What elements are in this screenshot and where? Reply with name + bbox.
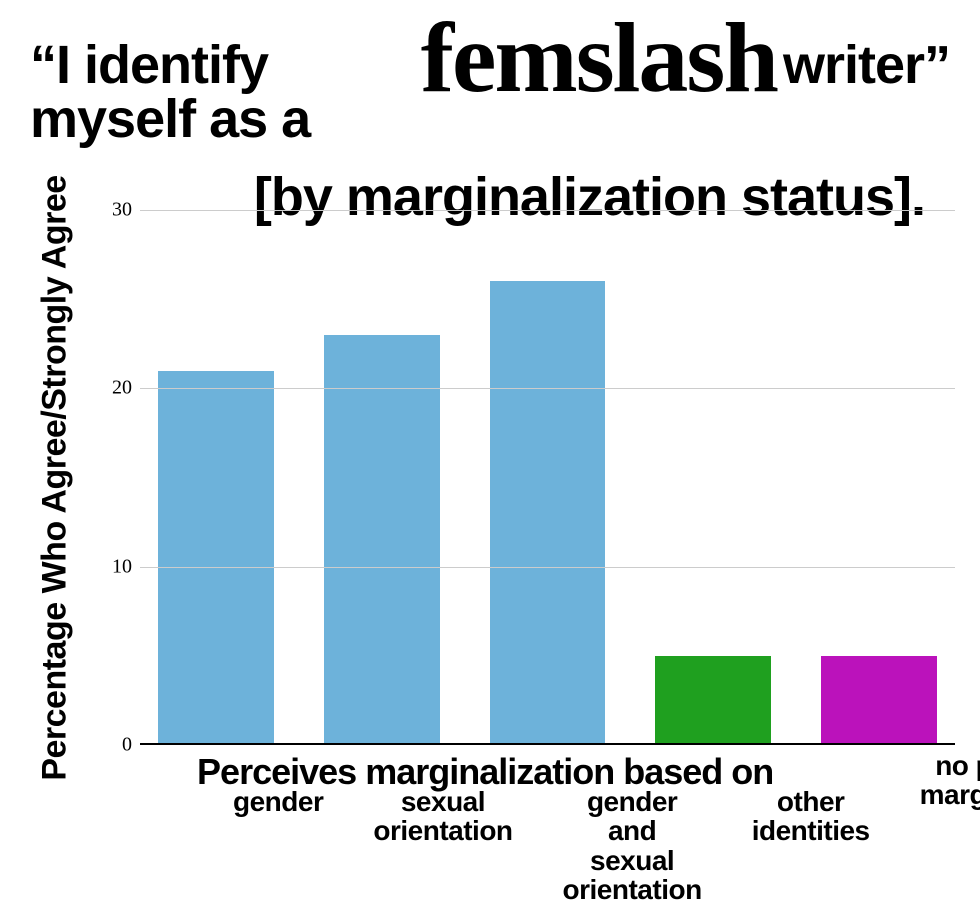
- title-post: writer”: [783, 38, 950, 92]
- y-tick-label: 10: [112, 555, 132, 578]
- x-axis-baseline: [140, 743, 955, 745]
- bar: [490, 281, 606, 745]
- y-tick-label: 20: [112, 377, 132, 400]
- bar: [324, 335, 440, 745]
- bar-category-label: gender: [233, 787, 323, 905]
- gridline: [140, 388, 955, 389]
- bar: [821, 656, 937, 745]
- bar-labels-container: gender sexualorientation genderandsexualor…: [215, 787, 955, 905]
- gridline: [140, 210, 955, 211]
- y-tick-label: 0: [122, 734, 132, 757]
- chart-title: “I identify myself as a femslash writer”…: [30, 15, 950, 228]
- plot-area: Perceives marginalization based on gende…: [140, 210, 955, 745]
- bar-category-label: sexualorientation: [373, 787, 512, 905]
- bar-category-label: otheridentities: [752, 787, 870, 905]
- y-tick-label: 30: [112, 199, 132, 222]
- bars-container: [140, 210, 955, 745]
- bar-category-label: no perceivedmarginalization: [920, 751, 980, 905]
- title-script-word: femslash: [421, 23, 777, 93]
- bar: [158, 371, 274, 746]
- bar-category-label: genderandsexualorientation: [563, 787, 702, 905]
- gridline: [140, 567, 955, 568]
- title-pre: “I identify myself as a: [30, 38, 415, 146]
- bar-chart: Percentage Who Agree/Strongly Agree Perc…: [65, 210, 955, 745]
- bar: [655, 656, 771, 745]
- y-axis-label: Percentage Who Agree/Strongly Agree: [36, 175, 75, 780]
